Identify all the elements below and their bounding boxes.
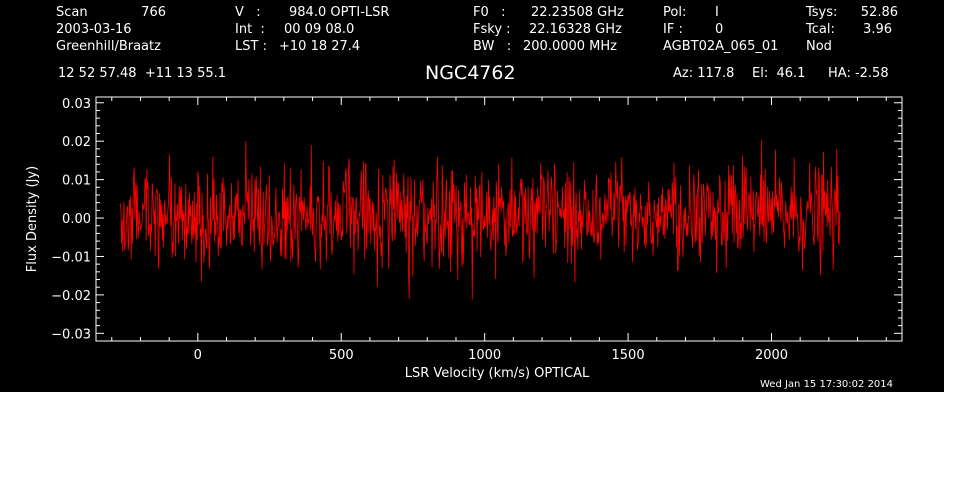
plot-timestamp: Wed Jan 15 17:30:02 2014 [760,379,894,390]
header-fsky-label: Fsky : [473,22,511,37]
header-if-label: IF : [663,22,683,37]
x-tick-label: 1000 [468,348,501,363]
header-fsky-value: 22.16328 GHz [529,22,622,37]
header-coords: 12 52 57.48 +11 13 55.1 [58,66,227,81]
header-bw-value: 200.0000 MHz [523,39,617,54]
header-f0-value: 22.23508 GHz [531,5,624,20]
y-tick-label: 0.00 [62,212,91,227]
y-tick-label: 0.02 [62,135,91,150]
plot-area-frame [95,96,903,342]
y-tick-label: −0.02 [51,289,91,304]
header-int-value: 00 09 08.0 [284,22,355,37]
header-az: Az: 117.8 [673,66,735,81]
header-tsys-label: Tsys: [806,5,838,20]
header-tsys-value: 52.86 [860,5,898,20]
header-pol-value: I [715,5,719,20]
header-date: 2003-03-16 [56,22,132,37]
x-tick-label: 1500 [612,348,645,363]
y-tick-label: 0.03 [62,97,91,112]
header-project: AGBT02A_065_01 [663,39,779,54]
header-tcal-label: Tcal: [806,22,835,37]
y-tick-label: −0.03 [51,327,91,342]
x-tick-label: 0 [194,348,202,363]
y-tick-label: 0.01 [62,174,91,189]
x-tick-label: 2000 [755,348,788,363]
header-tcal-value: 3.96 [863,22,892,37]
x-axis-label: LSR Velocity (km/s) OPTICAL [405,366,590,381]
header-scan-value: 766 [141,5,166,20]
header-v-value: 984.0 OPTI-LSR [289,5,390,20]
header-ha: HA: -2.58 [828,66,889,81]
header-f0-label: F0 : [473,5,506,20]
y-axis-label: Flux Density (Jy) [25,166,40,272]
header-int-label: Int : [235,22,265,37]
header-lst-value: +10 18 27.4 [279,39,361,54]
y-tick-label: −0.01 [51,250,91,265]
header-el: El: 46.1 [752,66,806,81]
plot-canvas: Scan 766 2003-03-16 Greenhill/Braatz V :… [0,0,944,392]
header-v-label: V : [235,5,261,20]
header-lst-label: LST : [235,39,267,54]
header-scan-label: Scan [56,5,88,20]
source-name: NGC4762 [425,62,516,84]
spectrum-trace [119,140,841,300]
x-tick-label: 500 [329,348,354,363]
spectrum-plot: 0 500 1000 1500 2000 −0.03 −0.02 −0.01 0.00 0.01 0… [25,96,903,381]
header-proc: Nod [806,39,832,54]
header-if-value: 0 [715,22,724,37]
header-pol-label: Pol: [663,5,687,20]
header-observers: Greenhill/Braatz [56,39,161,54]
header-bw-label: BW : [473,39,512,54]
